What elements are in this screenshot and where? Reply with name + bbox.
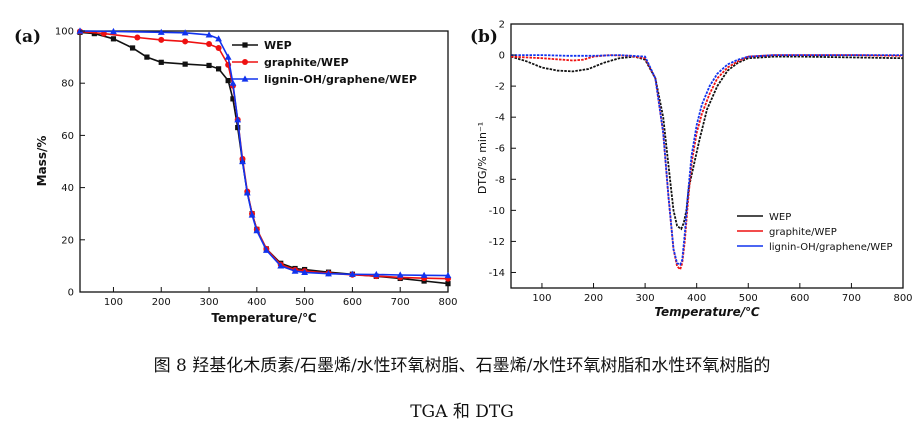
x-tick-label: 800	[893, 293, 912, 304]
data-point	[420, 271, 428, 278]
legend-label: graphite/WEP	[769, 227, 837, 238]
data-point	[182, 38, 189, 45]
dtg-panel: (b) 100 200 300 400 500 600 700 800 -14 -12 -10 -8 -…	[470, 20, 913, 320]
data-point	[291, 267, 299, 274]
x-tick-label: 100	[532, 293, 551, 304]
data-point	[396, 271, 404, 278]
data-point	[262, 246, 270, 253]
y-tick-label: -8	[495, 175, 505, 186]
data-point	[158, 59, 164, 65]
y-tick-label: -4	[495, 113, 505, 124]
x-tick-label: 800	[438, 297, 457, 308]
data-point	[241, 75, 249, 82]
data-point	[144, 54, 150, 60]
y-axis-label-b: DTG/% min⁻¹	[476, 122, 489, 194]
figure-caption-line2: TGA 和 DTG	[410, 402, 514, 422]
figure-caption-line1: 图 8 羟基化木质素/石墨烯/水性环氧树脂、石墨烯/水性环氧树脂和水性环氧树脂的	[153, 356, 771, 376]
data-point	[253, 227, 261, 234]
legend-label: lignin-OH/graphene/WEP	[769, 242, 893, 253]
y-tick-label: 60	[61, 131, 74, 142]
data-point	[110, 36, 117, 42]
x-tick-label: 400	[247, 297, 266, 308]
series-line-graphite-wep	[510, 54, 904, 272]
data-point	[234, 116, 242, 123]
y-tick-label: -2	[495, 82, 505, 93]
data-point	[134, 34, 141, 41]
data-point	[242, 59, 248, 65]
data-point	[205, 31, 213, 38]
x-tick-label: 200	[152, 297, 171, 308]
x-tick-label: 600	[790, 293, 809, 304]
x-tick-label: 700	[391, 297, 410, 308]
data-point	[181, 29, 189, 36]
x-tick-label: 300	[636, 293, 655, 304]
data-point	[215, 44, 222, 51]
data-point	[277, 262, 285, 269]
data-point	[229, 79, 237, 86]
data-point	[225, 77, 231, 84]
y-tick-label: -10	[489, 206, 505, 217]
x-tick-label: 500	[739, 293, 758, 304]
legend-label: lignin-OH/graphene/WEP	[264, 73, 417, 86]
plot-frame-a	[79, 30, 449, 293]
data-point	[444, 271, 452, 279]
data-point	[242, 42, 248, 48]
x-tick-label: 600	[343, 297, 362, 308]
legend-label: graphite/WEP	[264, 56, 349, 69]
data-point	[158, 36, 165, 43]
data-point	[129, 45, 136, 51]
y-tick-label: 80	[61, 79, 74, 90]
tga-panel: (a) 100 200 300 400 500 600 700 800 0 20 40 60 80 100…	[14, 27, 458, 326]
x-axis-label-a: Temperature/℃	[211, 311, 316, 325]
y-tick-label: -6	[495, 144, 505, 155]
data-point	[301, 268, 309, 276]
legend-a: WEP graphite/WEP lignin-OH/graphene/WEP	[232, 39, 417, 86]
legend-label: WEP	[769, 212, 791, 223]
data-point	[215, 66, 222, 72]
panel-label-a: (a)	[14, 27, 41, 47]
y-tick-label: 100	[55, 27, 74, 38]
series-line-wep	[510, 55, 904, 231]
y-tick-label: 0	[68, 288, 74, 299]
data-point	[445, 281, 451, 287]
y-tick-label: 40	[61, 183, 74, 194]
x-tick-label: 300	[199, 297, 218, 308]
x-tick-label: 500	[295, 297, 314, 308]
data-point	[372, 270, 380, 278]
legend-label: WEP	[264, 39, 292, 52]
y-tick-label: -12	[489, 237, 505, 248]
data-point	[239, 157, 246, 165]
x-tick-label: 400	[687, 293, 706, 304]
data-point	[349, 270, 356, 277]
y-axis-label-a: Mass/%	[35, 136, 49, 187]
y-tick-label: 0	[499, 51, 505, 62]
x-axis-label-b: Temperature/℃	[654, 305, 760, 319]
data-point	[230, 96, 236, 102]
x-tick-label: 700	[842, 293, 861, 304]
data-point	[235, 124, 241, 131]
x-tick-label: 100	[104, 297, 123, 308]
plot-frame-b	[510, 23, 904, 289]
data-point	[206, 41, 213, 48]
data-point	[325, 270, 332, 277]
y-tick-label: 2	[499, 20, 505, 31]
y-tick-label: -14	[489, 268, 505, 279]
data-point	[157, 28, 165, 35]
series-line-lignin-oh-graphene-wep	[511, 54, 903, 266]
x-tick-label: 200	[584, 293, 603, 304]
data-point	[215, 35, 222, 42]
y-tick-label: 20	[61, 235, 74, 246]
data-point	[224, 53, 232, 60]
legend-b: WEP graphite/WEP lignin-OH/graphene/WEP	[737, 212, 893, 253]
figure: (a) 100 200 300 400 500 600 700 800020406080100…	[14, 20, 913, 326]
data-point	[91, 31, 97, 37]
data-point	[110, 27, 117, 35]
data-point	[182, 61, 188, 67]
data-point	[206, 62, 212, 69]
data-point	[243, 189, 251, 196]
data-point	[248, 211, 256, 218]
panel-label-b: (b)	[470, 27, 498, 47]
